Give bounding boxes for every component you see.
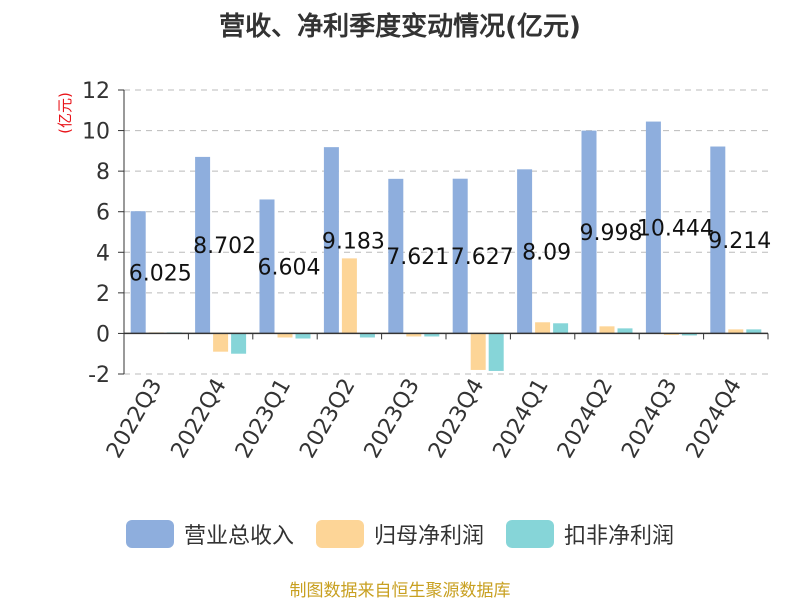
y-tick-label: 10 [82,120,110,145]
x-tick-label: 2023Q4 [424,375,489,463]
bar-deducted-profit [553,323,569,334]
source-note: 制图数据来自恒生聚源数据库 [289,581,511,601]
x-tick-label: 2022Q3 [102,375,167,463]
data-label: 9.998 [580,221,643,246]
bar-net-profit [406,333,422,337]
legend-label-deducted-profit: 扣非净利润 [564,524,675,549]
bar-revenue [323,147,339,334]
legend-item-revenue[interactable]: 营业总收入 [125,518,294,550]
x-tick-label: 2023Q1 [231,375,296,463]
data-label: 9.183 [322,229,385,254]
x-tick-label: 2024Q3 [617,375,682,463]
y-tick-label: 12 [82,79,110,104]
x-tick-label: 2023Q2 [295,375,360,463]
y-axis-title: (亿元) [56,92,74,134]
bar-revenue [581,130,597,334]
bar-deducted-profit [488,333,504,371]
y-tick-label: 2 [96,282,110,307]
bar-revenue [645,121,661,334]
legend-item-net-profit[interactable]: 归母净利润 [315,518,484,550]
bar-net-profit [341,258,357,334]
bar-revenue [259,199,275,334]
y-tick-label: 0 [96,322,110,347]
y-tick-label: 4 [96,241,110,266]
data-label: 7.621 [386,245,449,270]
bar-deducted-profit [231,333,247,354]
bar-revenue [195,156,211,334]
bar-net-profit [277,333,293,338]
bar-revenue [388,178,404,334]
bar-revenue [710,146,726,334]
data-label: 8.702 [193,234,256,259]
bar-deducted-profit [424,333,440,337]
x-tick-label: 2024Q4 [682,375,747,463]
bar-net-profit [728,329,744,334]
legend-label-revenue: 营业总收入 [183,524,294,549]
bar-revenue [517,169,533,334]
legend-item-deducted-profit[interactable]: 扣非净利润 [506,518,674,550]
bar-deducted-profit [681,333,697,336]
data-label: 6.025 [129,261,192,286]
y-tick-label: -2 [88,363,110,388]
bar-revenue [130,211,146,334]
bar-net-profit [470,333,486,370]
y-tick-label: 8 [96,160,110,185]
legend-label-net-profit: 归母净利润 [373,524,484,549]
x-tick-label: 2024Q1 [488,375,553,463]
chart-legend: 营业总收入 归母净利润 扣非净利润 [0,518,800,550]
bar-deducted-profit [617,328,633,334]
bar-net-profit [599,326,615,334]
bar-deducted-profit [295,333,311,339]
x-tick-label: 2023Q3 [360,375,425,463]
data-label: 9.214 [708,229,771,254]
bar-revenue [452,178,468,334]
x-tick-label: 2022Q4 [166,375,231,463]
legend-swatch-deducted-profit [506,520,554,548]
data-label: 6.604 [258,255,321,280]
data-label: 7.627 [451,245,514,270]
legend-swatch-revenue [125,520,174,548]
bar-deducted-profit [359,333,375,338]
chart-title: 营收、净利季度变动情况(亿元) [219,12,581,42]
legend-swatch-net-profit [315,520,364,548]
bar-net-profit [535,322,551,334]
bar-deducted-profit [746,329,762,334]
bar-net-profit [213,333,229,352]
y-tick-label: 6 [96,201,110,226]
x-tick-label: 2024Q2 [553,375,618,463]
data-label: 10.444 [637,216,714,241]
data-label: 8.09 [522,240,571,265]
